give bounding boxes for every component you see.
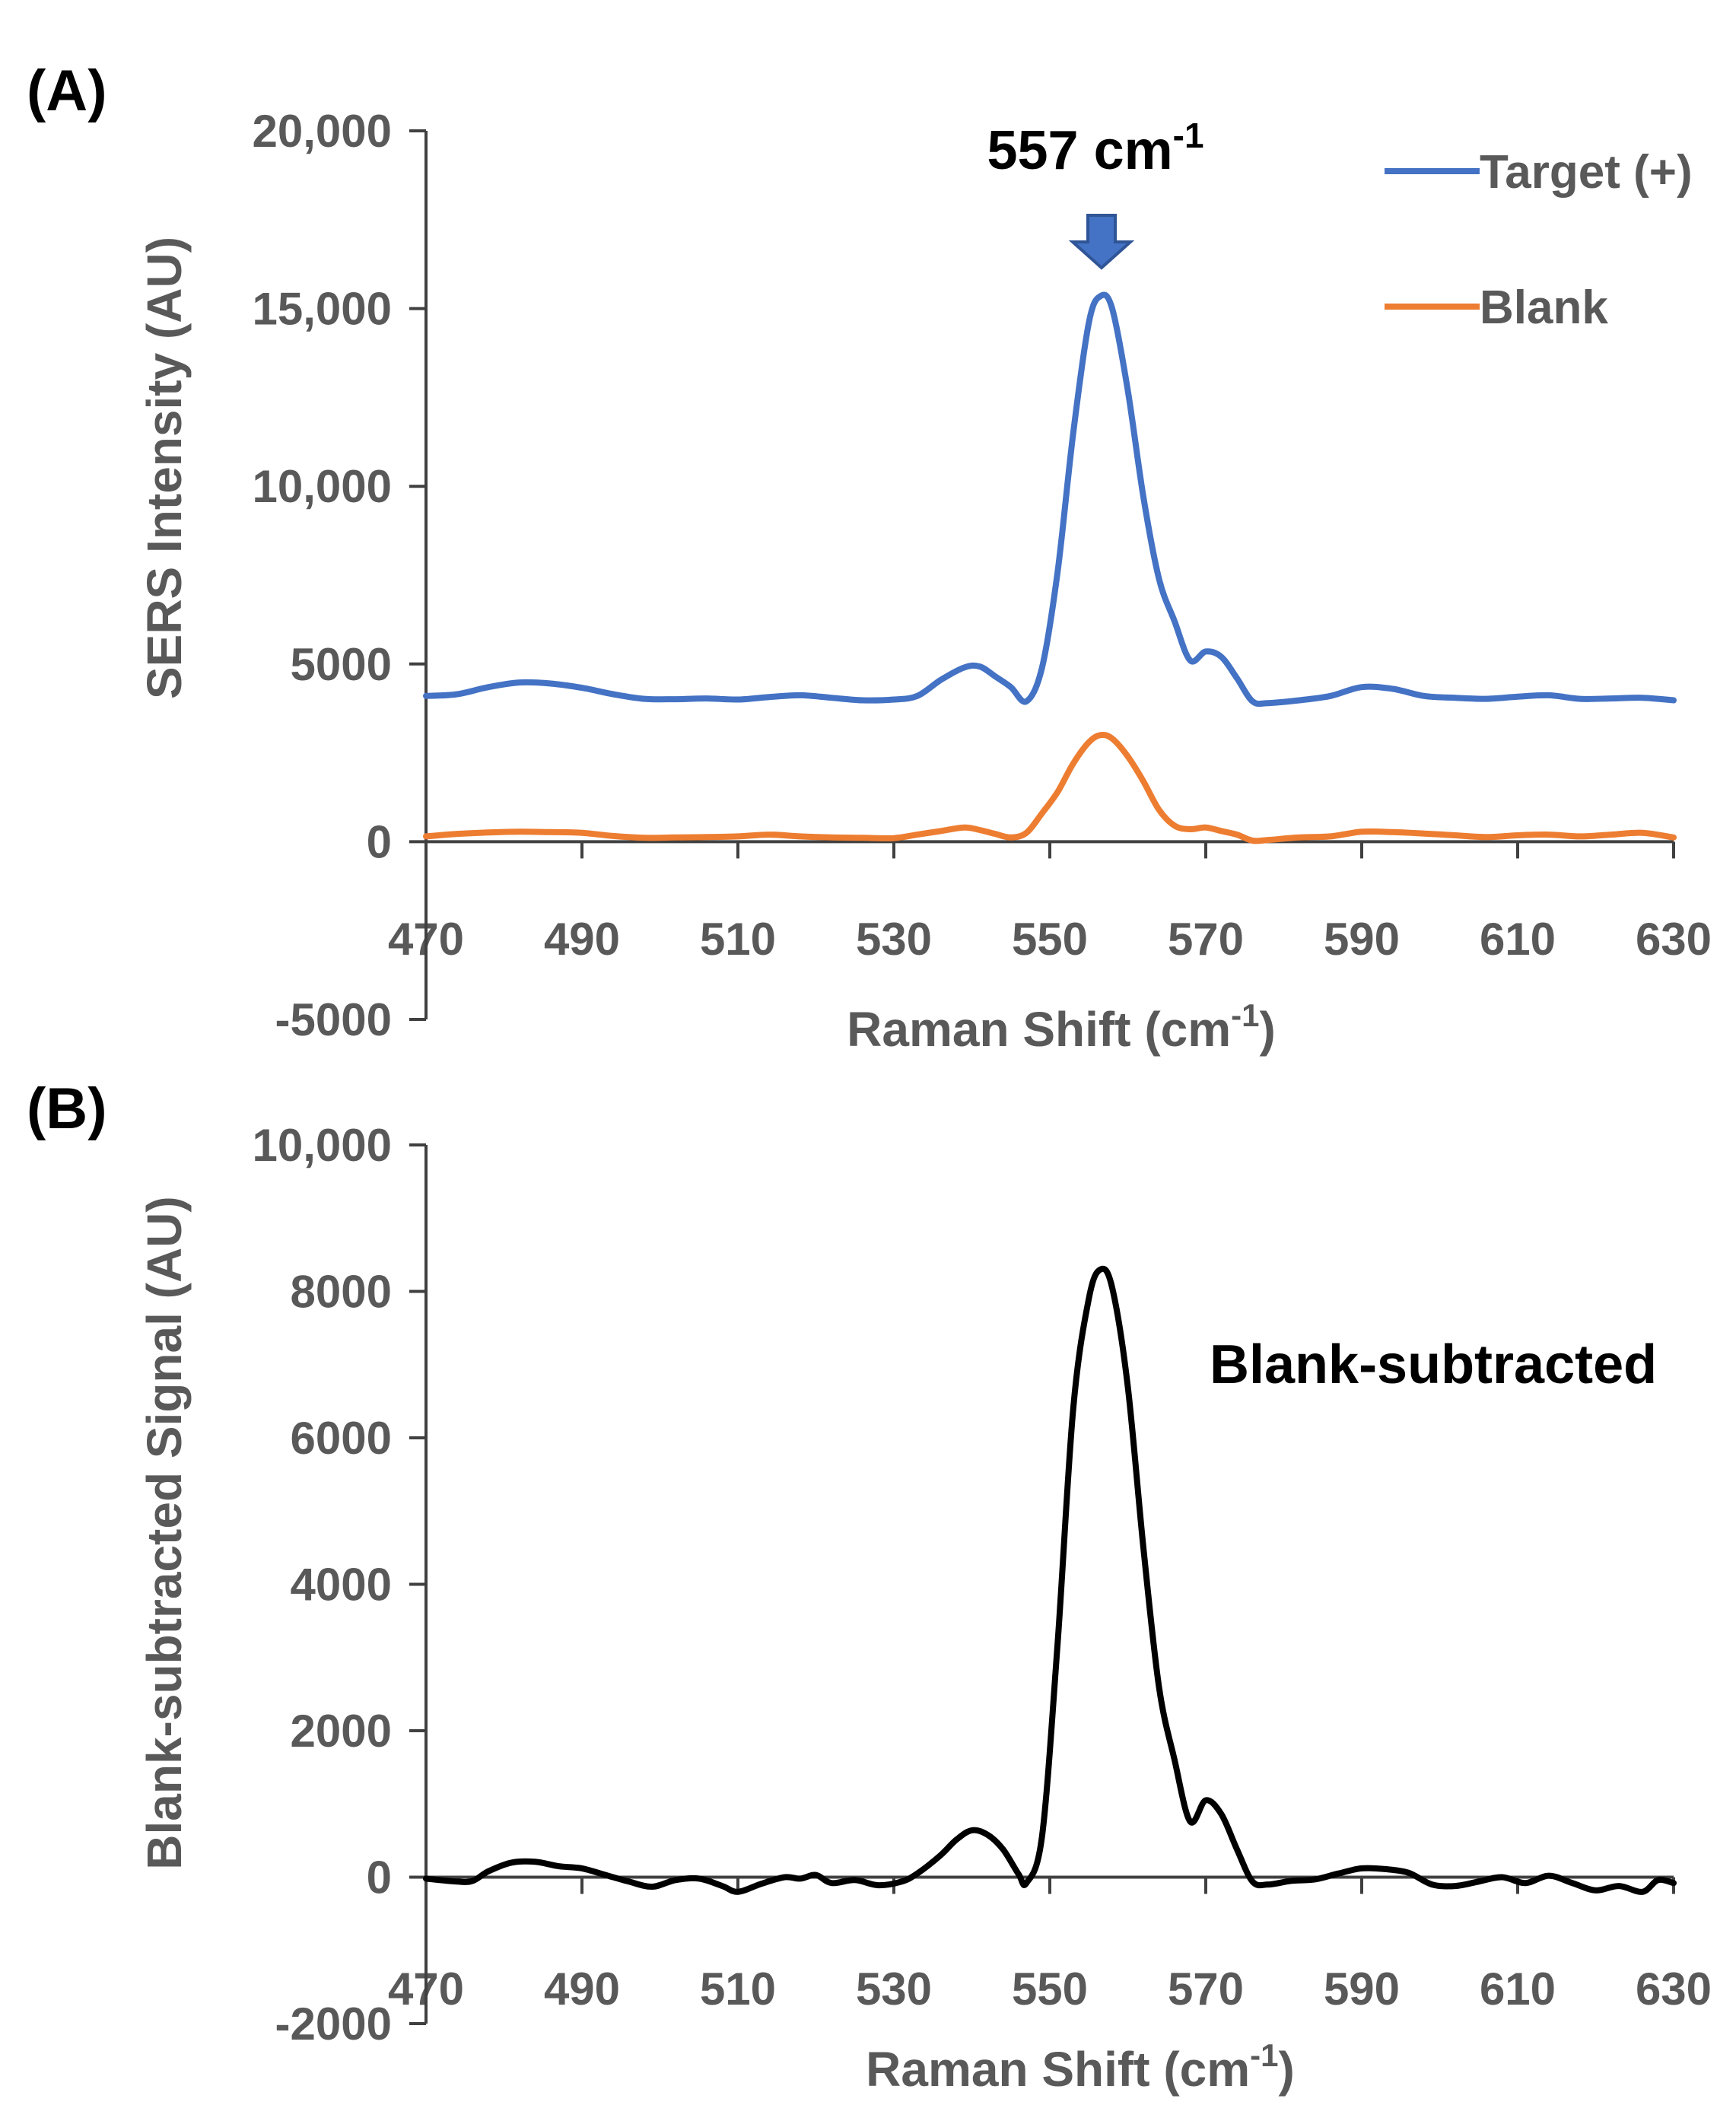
panel-b-series (423, 1265, 1677, 1895)
blank-subtracted-annotation: Blank-subtracted (1210, 1334, 1657, 1395)
panel-b-x-tick-label: 610 (1480, 1964, 1556, 2014)
panel-a-y-tick-labels: -5000 0 5000 10,000 15,000 20,000 (252, 106, 392, 1045)
panel-a-y-tick-label: -5000 (275, 994, 392, 1045)
legend-label-target: Target (+) (1480, 146, 1693, 199)
panel-a-y-tick-label: 20,000 (252, 106, 392, 157)
legend-label-blank: Blank (1480, 281, 1608, 334)
series-line-blank-subtracted (423, 1265, 1677, 1895)
panel-a-x-axis-title-main: Raman Shift (cm (847, 1002, 1231, 1057)
panel-b-x-tick-label: 550 (1012, 1964, 1088, 2014)
panel-b-y-axis-title: Blank-subtracted Signal (AU) (137, 1196, 192, 1869)
panel-b-x-axis-title: Raman Shift (cm-1) (866, 2037, 1295, 2097)
panel-b-x-axis-title-sup: -1 (1250, 2037, 1278, 2073)
chart-panel-b: (B) Blank-subtracted Signal (AU) -2000 0 2… (27, 1076, 1712, 2097)
panel-a-y-tick-label: 5000 (291, 639, 392, 690)
panel-a-x-tick-label: 550 (1012, 914, 1088, 965)
panel-b-x-tick-label: 570 (1168, 1964, 1244, 2014)
panel-a-y-tick-label: 0 (367, 816, 392, 867)
panel-b-x-tick-label: 510 (700, 1964, 776, 2014)
panel-a-x-tick-label: 530 (856, 914, 932, 965)
panel-a-y-axis-title: SERS Intensity (AU) (137, 237, 192, 699)
panel-b-y-tick-label: 6000 (291, 1413, 392, 1464)
panel-a-x-tick-label: 570 (1168, 914, 1244, 965)
panel-b-y-tick-label: 0 (367, 1852, 392, 1903)
panel-a-x-axis-title-sup: -1 (1231, 997, 1259, 1033)
peak-annotation-sup: -1 (1173, 116, 1204, 155)
panel-a-x-tick-label: 510 (700, 914, 776, 965)
panel-b-y-tick-label: 2000 (291, 1706, 392, 1757)
panel-a-x-tick-label: 490 (544, 914, 620, 965)
panel-b-y-tick-label: 8000 (291, 1267, 392, 1318)
panel-a-y-tick-label: 10,000 (252, 461, 392, 512)
panel-a-x-tick-label: 590 (1324, 914, 1400, 965)
panel-a-x-axis-title-end: ) (1260, 1002, 1276, 1057)
panel-a-x-axis-title: Raman Shift (cm-1) (847, 997, 1276, 1057)
panel-a-axes (409, 129, 1675, 1021)
panel-label-b: (B) (27, 1076, 107, 1141)
panel-a-series (423, 291, 1677, 844)
panel-b-x-axis-title-main: Raman Shift (cm (866, 2042, 1250, 2097)
peak-annotation-main: 557 cm (987, 120, 1172, 181)
panel-a-legend: Target (+) Blank (1385, 146, 1693, 334)
panel-b-x-tick-labels: 470 490 510 530 550 570 590 610 630 (388, 1964, 1712, 2014)
panel-b-y-tick-label: 10,000 (252, 1120, 392, 1171)
panel-label-a: (A) (27, 59, 107, 123)
peak-arrow-icon (1068, 214, 1135, 270)
panel-b-y-tick-label: 4000 (291, 1560, 392, 1611)
panel-b-y-tick-labels: -2000 0 2000 4000 6000 8000 10,000 (252, 1120, 392, 2049)
series-line-blank (423, 731, 1677, 844)
panel-b-x-tick-label: 630 (1636, 1964, 1712, 2014)
panel-b-x-tick-label: 590 (1324, 1964, 1400, 2014)
panel-b-y-tick-label: -2000 (275, 1999, 392, 2049)
panel-b-x-tick-label: 490 (544, 1964, 620, 2014)
panel-b-axes (409, 1143, 1675, 2025)
panel-b-x-tick-label: 530 (856, 1964, 932, 2014)
panel-a-x-tick-label: 610 (1480, 914, 1556, 965)
series-line-target (423, 291, 1677, 708)
chart-panel-a: (A) SERS Intensity (AU) -5000 0 5000 10,000… (27, 59, 1712, 1057)
panel-a-x-tick-labels: 470 490 510 530 550 570 590 610 630 (388, 914, 1712, 965)
panel-a-y-tick-label: 15,000 (252, 284, 392, 335)
peak-annotation: 557 cm-1 (987, 116, 1203, 181)
panel-b-x-axis-title-end: ) (1279, 2042, 1295, 2097)
panel-a-x-tick-label: 630 (1636, 914, 1712, 965)
